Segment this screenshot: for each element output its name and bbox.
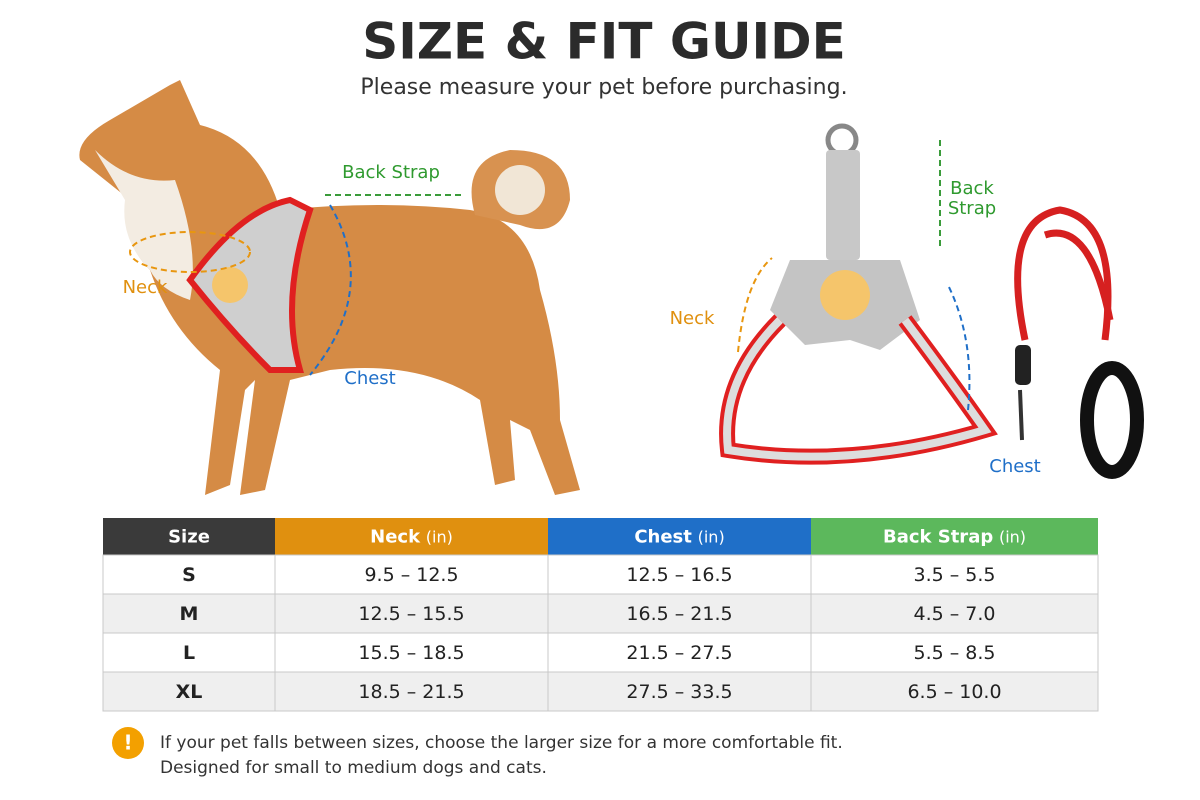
header-cell (275, 518, 548, 555)
header-text: Neck (in) (370, 527, 453, 548)
value-cell: 16.5 – 21.5 (626, 603, 732, 625)
value-cell: 12.5 – 16.5 (626, 564, 732, 586)
value-cell: 4.5 – 7.0 (913, 603, 995, 625)
harness-illustration (719, 123, 1144, 479)
row-bg (102, 554, 1099, 595)
value-cell: 21.5 – 27.5 (626, 642, 732, 664)
harness-back-label: Back (950, 178, 994, 199)
value-cell: 6.5 – 10.0 (907, 681, 1001, 703)
size-table: Size Neck (in) Chest (in) Back Strap (in)S 9… (102, 518, 1099, 712)
dog-back-strap-label: Back Strap (342, 162, 440, 183)
header-cell (103, 518, 275, 555)
harness-neck-label: Neck (670, 308, 715, 329)
warning-icon (112, 727, 144, 759)
harness-strap-label: Strap (948, 198, 996, 219)
header-unit: (in) (698, 527, 725, 546)
dog-chest-label: Chest (344, 368, 396, 389)
dog-illustration (79, 80, 580, 495)
note-line: Designed for small to medium dogs and ca… (160, 758, 547, 778)
header-name: Chest (634, 527, 692, 548)
value-cell: 12.5 – 15.5 (358, 603, 464, 625)
size-cell: XL (176, 681, 203, 703)
header-cell (548, 518, 811, 555)
size-cell: L (183, 642, 195, 664)
header-text: Chest (in) (634, 527, 724, 548)
row-bg (102, 593, 1099, 634)
size-cell: S (182, 564, 196, 586)
title: SIZE & FIT GUIDE (362, 13, 846, 71)
value-cell: 9.5 – 12.5 (364, 564, 458, 586)
header-unit: (in) (426, 527, 453, 546)
size-cell: M (180, 603, 199, 625)
header-name: Size (168, 527, 210, 548)
value-cell: 5.5 – 8.5 (913, 642, 995, 664)
harness-chest-label: Chest (989, 456, 1041, 477)
row-bg (102, 671, 1099, 712)
row-bg (102, 632, 1099, 673)
value-cell: 27.5 – 33.5 (626, 681, 732, 703)
dog-neck-label: Neck (123, 277, 168, 298)
note-line: If your pet falls between sizes, choose … (160, 733, 843, 753)
header-cell (811, 518, 1098, 555)
header-text: Back Strap (in) (883, 527, 1026, 548)
warning-icon-glyph: ! (123, 731, 132, 755)
header-text: Size (168, 527, 210, 548)
header-name: Neck (370, 527, 421, 548)
header-unit: (in) (999, 527, 1026, 546)
header-name: Back Strap (883, 527, 993, 548)
value-cell: 3.5 – 5.5 (913, 564, 995, 586)
value-cell: 18.5 – 21.5 (358, 681, 464, 703)
subtitle: Please measure your pet before purchasin… (360, 75, 847, 100)
value-cell: 15.5 – 18.5 (358, 642, 464, 664)
